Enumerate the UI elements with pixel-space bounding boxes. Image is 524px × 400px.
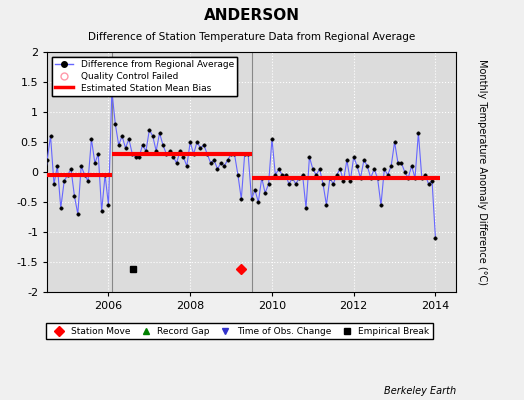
Text: ANDERSON: ANDERSON [203,8,300,23]
Text: Difference of Station Temperature Data from Regional Average: Difference of Station Temperature Data f… [88,32,415,42]
Text: Berkeley Earth: Berkeley Earth [384,386,456,396]
Y-axis label: Monthly Temperature Anomaly Difference (°C): Monthly Temperature Anomaly Difference (… [477,59,487,285]
Legend: Difference from Regional Average, Quality Control Failed, Estimated Station Mean: Difference from Regional Average, Qualit… [52,56,237,96]
Legend: Station Move, Record Gap, Time of Obs. Change, Empirical Break: Station Move, Record Gap, Time of Obs. C… [47,323,433,340]
